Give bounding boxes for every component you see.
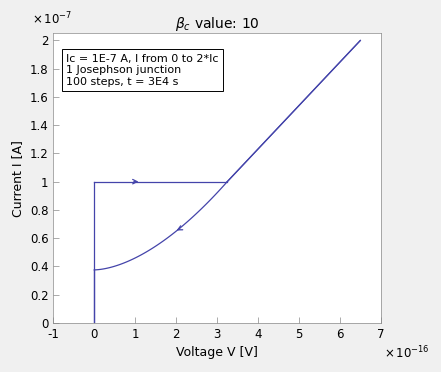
- Text: Ic = 1E-7 A, I from 0 to 2*Ic
1 Josephson junction
100 steps, t = 3E4 s: Ic = 1E-7 A, I from 0 to 2*Ic 1 Josephso…: [67, 54, 219, 87]
- Text: $\times\,10^{-7}$: $\times\,10^{-7}$: [32, 11, 72, 28]
- Text: $\times\,10^{-16}$: $\times\,10^{-16}$: [384, 344, 430, 361]
- Title: $\beta_c$ value: 10: $\beta_c$ value: 10: [175, 15, 259, 33]
- Y-axis label: Current I [A]: Current I [A]: [11, 140, 24, 217]
- X-axis label: Voltage V [V]: Voltage V [V]: [176, 346, 258, 359]
